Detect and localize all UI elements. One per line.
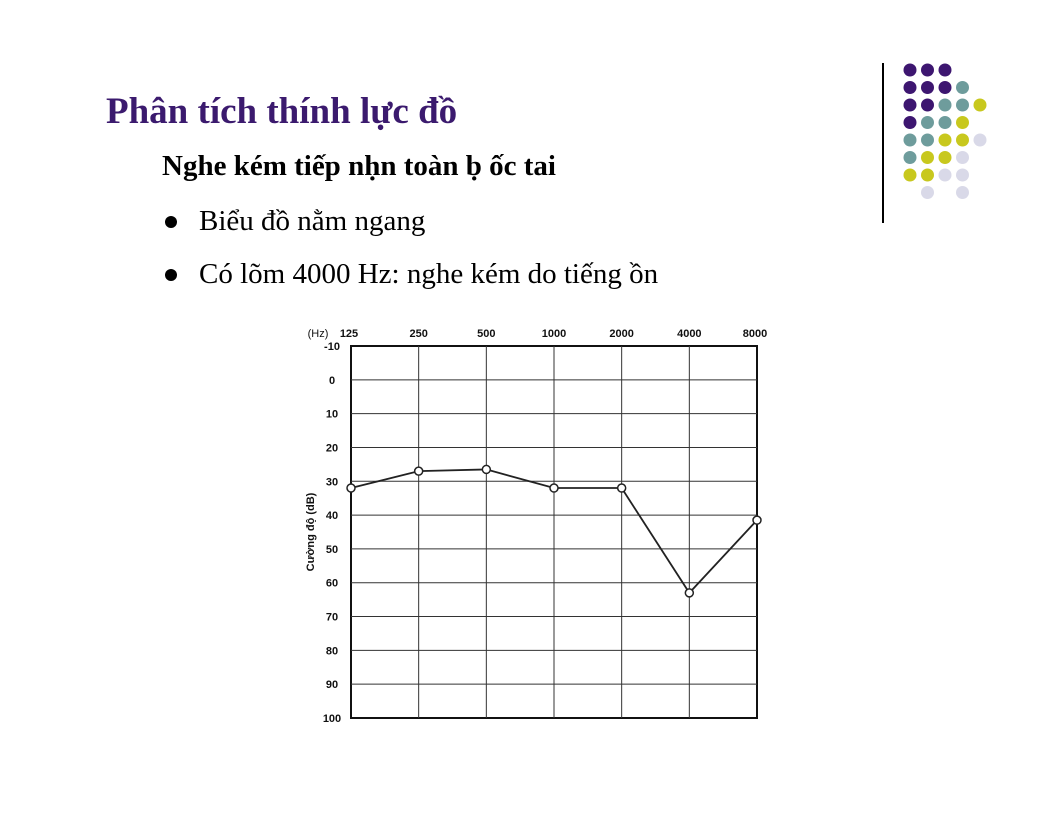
- data-point: [684, 588, 695, 598]
- chart-grid: [350, 345, 758, 719]
- x-tick-labels: 125 250 500 1000 2000 4000 8000: [340, 328, 767, 340]
- y-tick-label: 10: [326, 409, 338, 421]
- y-tick-label: 50: [326, 544, 338, 556]
- x-tick-label: 8000: [743, 328, 767, 340]
- decor-divider: [882, 63, 884, 223]
- y-tick-label: 90: [326, 679, 338, 691]
- y-tick-label: 40: [326, 510, 338, 522]
- data-point: [481, 464, 492, 475]
- data-point: [549, 483, 559, 493]
- bullet-text: Có lõm 4000 Hz: nghe kém do tiếng ồn: [199, 258, 659, 290]
- y-tick-label: 60: [326, 578, 338, 590]
- y-tick-label: 0: [329, 375, 335, 387]
- x-tick-label: 1000: [542, 328, 566, 340]
- bullet-item: Biểu đồ nằm ngang: [165, 200, 658, 253]
- x-tick-label: 4000: [677, 328, 701, 340]
- x-tick-label: 2000: [609, 328, 633, 340]
- y-tick-label: 20: [326, 442, 338, 454]
- y-tick-label: 30: [326, 476, 338, 488]
- y-axis-label: Cường độ (dB): [305, 492, 317, 571]
- y-tick-label: 70: [326, 612, 338, 624]
- x-tick-label: 500: [477, 328, 495, 340]
- x-unit-label: (Hz): [308, 328, 329, 340]
- x-tick-label: 250: [409, 328, 427, 340]
- y-tick-label: -10: [324, 341, 340, 353]
- bullet-text: Biểu đồ nằm ngang: [199, 205, 426, 237]
- data-point: [346, 483, 356, 493]
- series-layer: [346, 464, 762, 598]
- bullet-list: Biểu đồ nằm ngang Có lõm 4000 Hz: nghe k…: [165, 200, 658, 306]
- y-tick-label: 100: [323, 713, 341, 725]
- bullet-dot-icon: [165, 269, 177, 281]
- x-tick-label: 125: [340, 328, 358, 340]
- y-tick-label: 80: [326, 645, 338, 657]
- data-point: [752, 515, 762, 525]
- y-tick-labels: -10 0 10 20 30 40 50 60 70 80 90 100: [323, 341, 341, 725]
- bullet-item: Có lõm 4000 Hz: nghe kém do tiếng ồn: [165, 253, 658, 306]
- slide-subtitle: Nghe kém tiếp nḥn toàn ḅ ốc tai: [162, 150, 556, 182]
- bullet-dot-icon: [165, 216, 177, 228]
- slide-title: Phân tích thính lực đồ: [106, 91, 458, 132]
- data-point: [616, 483, 627, 493]
- data-point: [413, 466, 424, 476]
